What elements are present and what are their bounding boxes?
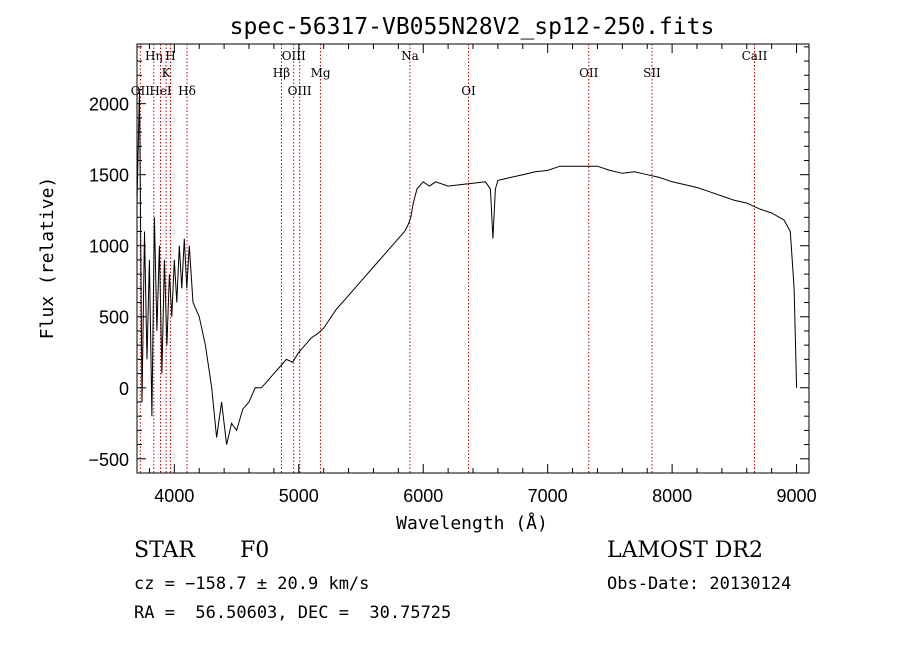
x-tick-label: 6000 — [403, 486, 443, 506]
line-marker-label-6: Hβ — [273, 66, 290, 80]
subclass-label: F0 — [240, 538, 270, 563]
survey-label: LAMOST DR2 — [607, 538, 763, 563]
y-axis-ticks: −500 0 500 1000 1500 2000 — [88, 46, 809, 470]
x-axis-ticks: 4000 5000 6000 7000 8000 9000 — [148, 44, 817, 506]
plot-frame — [136, 43, 810, 474]
line-marker-label-13: SII — [643, 66, 661, 80]
line-markers: OII Hη HeI KH Hδ Hβ OIII OIII Mg Na OI OII SII CaII — [131, 44, 768, 473]
y-tick-label: 0 — [119, 379, 129, 399]
line-marker-label-14: CaII — [742, 49, 768, 63]
x-tick-label: 9000 — [777, 486, 817, 506]
x-tick-label: 4000 — [154, 486, 194, 506]
spectrum-line-0 — [136, 89, 798, 445]
x-axis-label: Wavelength (Å) — [396, 512, 548, 534]
y-axis-label: Flux (relative) — [37, 177, 58, 340]
line-marker-label-9: Mg — [311, 66, 331, 80]
line-marker-label-3: K — [162, 66, 172, 80]
x-tick-label: 5000 — [279, 486, 319, 506]
y-tick-label: 1000 — [89, 237, 129, 257]
x-tick-label: 7000 — [528, 486, 568, 506]
y-tick-label: −500 — [88, 450, 129, 470]
chart-title: spec-56317-VB055N28V2_sp12-250.fits — [230, 14, 715, 40]
line-marker-label-0: OII — [131, 84, 151, 98]
spectrum-line-group — [136, 89, 798, 445]
line-marker-label-10: Na — [401, 49, 419, 63]
y-tick-label: 500 — [99, 308, 129, 328]
line-marker-label-2: HeI — [149, 84, 172, 98]
line-marker-label-11: OI — [461, 84, 476, 98]
y-tick-label: 2000 — [89, 95, 129, 115]
line-marker-label-1: Hη — [145, 49, 163, 63]
y-tick-label: 1500 — [89, 166, 129, 186]
class-label: STAR — [134, 538, 195, 563]
x-tick-label: 8000 — [652, 486, 692, 506]
line-marker-label-7: OIII — [282, 49, 306, 63]
line-marker-label-5: Hδ — [178, 84, 196, 98]
line-marker-label-4: H — [165, 49, 175, 63]
coords-text: RA = 56.50603, DEC = 30.75725 — [134, 603, 452, 623]
velocity-text: cz = −158.7 ± 20.9 km/s — [134, 574, 370, 594]
line-marker-label-8: OIII — [288, 84, 312, 98]
obs-date-text: Obs-Date: 20130124 — [607, 574, 792, 594]
line-marker-label-12: OII — [579, 66, 599, 80]
